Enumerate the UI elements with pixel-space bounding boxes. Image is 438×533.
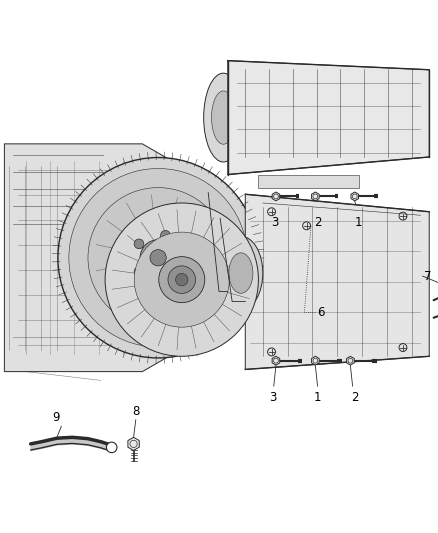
Text: 7: 7 bbox=[424, 270, 431, 282]
Circle shape bbox=[140, 240, 176, 276]
Polygon shape bbox=[128, 437, 139, 450]
Text: 3: 3 bbox=[271, 216, 278, 229]
Text: 1: 1 bbox=[314, 391, 321, 405]
Circle shape bbox=[134, 239, 144, 249]
Text: 4: 4 bbox=[230, 285, 237, 298]
Circle shape bbox=[176, 273, 188, 286]
Text: 5: 5 bbox=[247, 295, 255, 308]
Polygon shape bbox=[272, 192, 280, 201]
Circle shape bbox=[134, 232, 230, 327]
Polygon shape bbox=[346, 356, 354, 365]
Circle shape bbox=[58, 158, 258, 358]
Text: 9: 9 bbox=[52, 411, 60, 424]
Circle shape bbox=[159, 257, 205, 303]
Circle shape bbox=[120, 220, 196, 296]
Circle shape bbox=[105, 203, 258, 356]
Ellipse shape bbox=[212, 91, 235, 144]
Text: 6: 6 bbox=[318, 306, 325, 319]
Ellipse shape bbox=[204, 73, 243, 162]
Circle shape bbox=[177, 253, 187, 263]
Circle shape bbox=[161, 230, 170, 240]
Polygon shape bbox=[228, 61, 429, 174]
Polygon shape bbox=[245, 194, 429, 369]
Circle shape bbox=[88, 188, 228, 328]
Text: 2: 2 bbox=[351, 391, 359, 405]
Ellipse shape bbox=[219, 236, 263, 310]
Polygon shape bbox=[258, 174, 359, 188]
Text: 8: 8 bbox=[132, 405, 139, 418]
Circle shape bbox=[106, 442, 117, 453]
Polygon shape bbox=[311, 192, 319, 201]
Text: 3: 3 bbox=[269, 391, 276, 405]
Circle shape bbox=[69, 168, 247, 347]
Circle shape bbox=[161, 276, 170, 285]
Text: 2: 2 bbox=[314, 216, 321, 229]
Polygon shape bbox=[311, 356, 319, 365]
Ellipse shape bbox=[229, 253, 253, 293]
Circle shape bbox=[150, 249, 166, 266]
Polygon shape bbox=[4, 144, 201, 372]
Text: 1: 1 bbox=[354, 216, 362, 229]
Circle shape bbox=[168, 266, 195, 294]
Circle shape bbox=[134, 267, 144, 277]
Polygon shape bbox=[272, 356, 280, 365]
Polygon shape bbox=[351, 192, 359, 201]
